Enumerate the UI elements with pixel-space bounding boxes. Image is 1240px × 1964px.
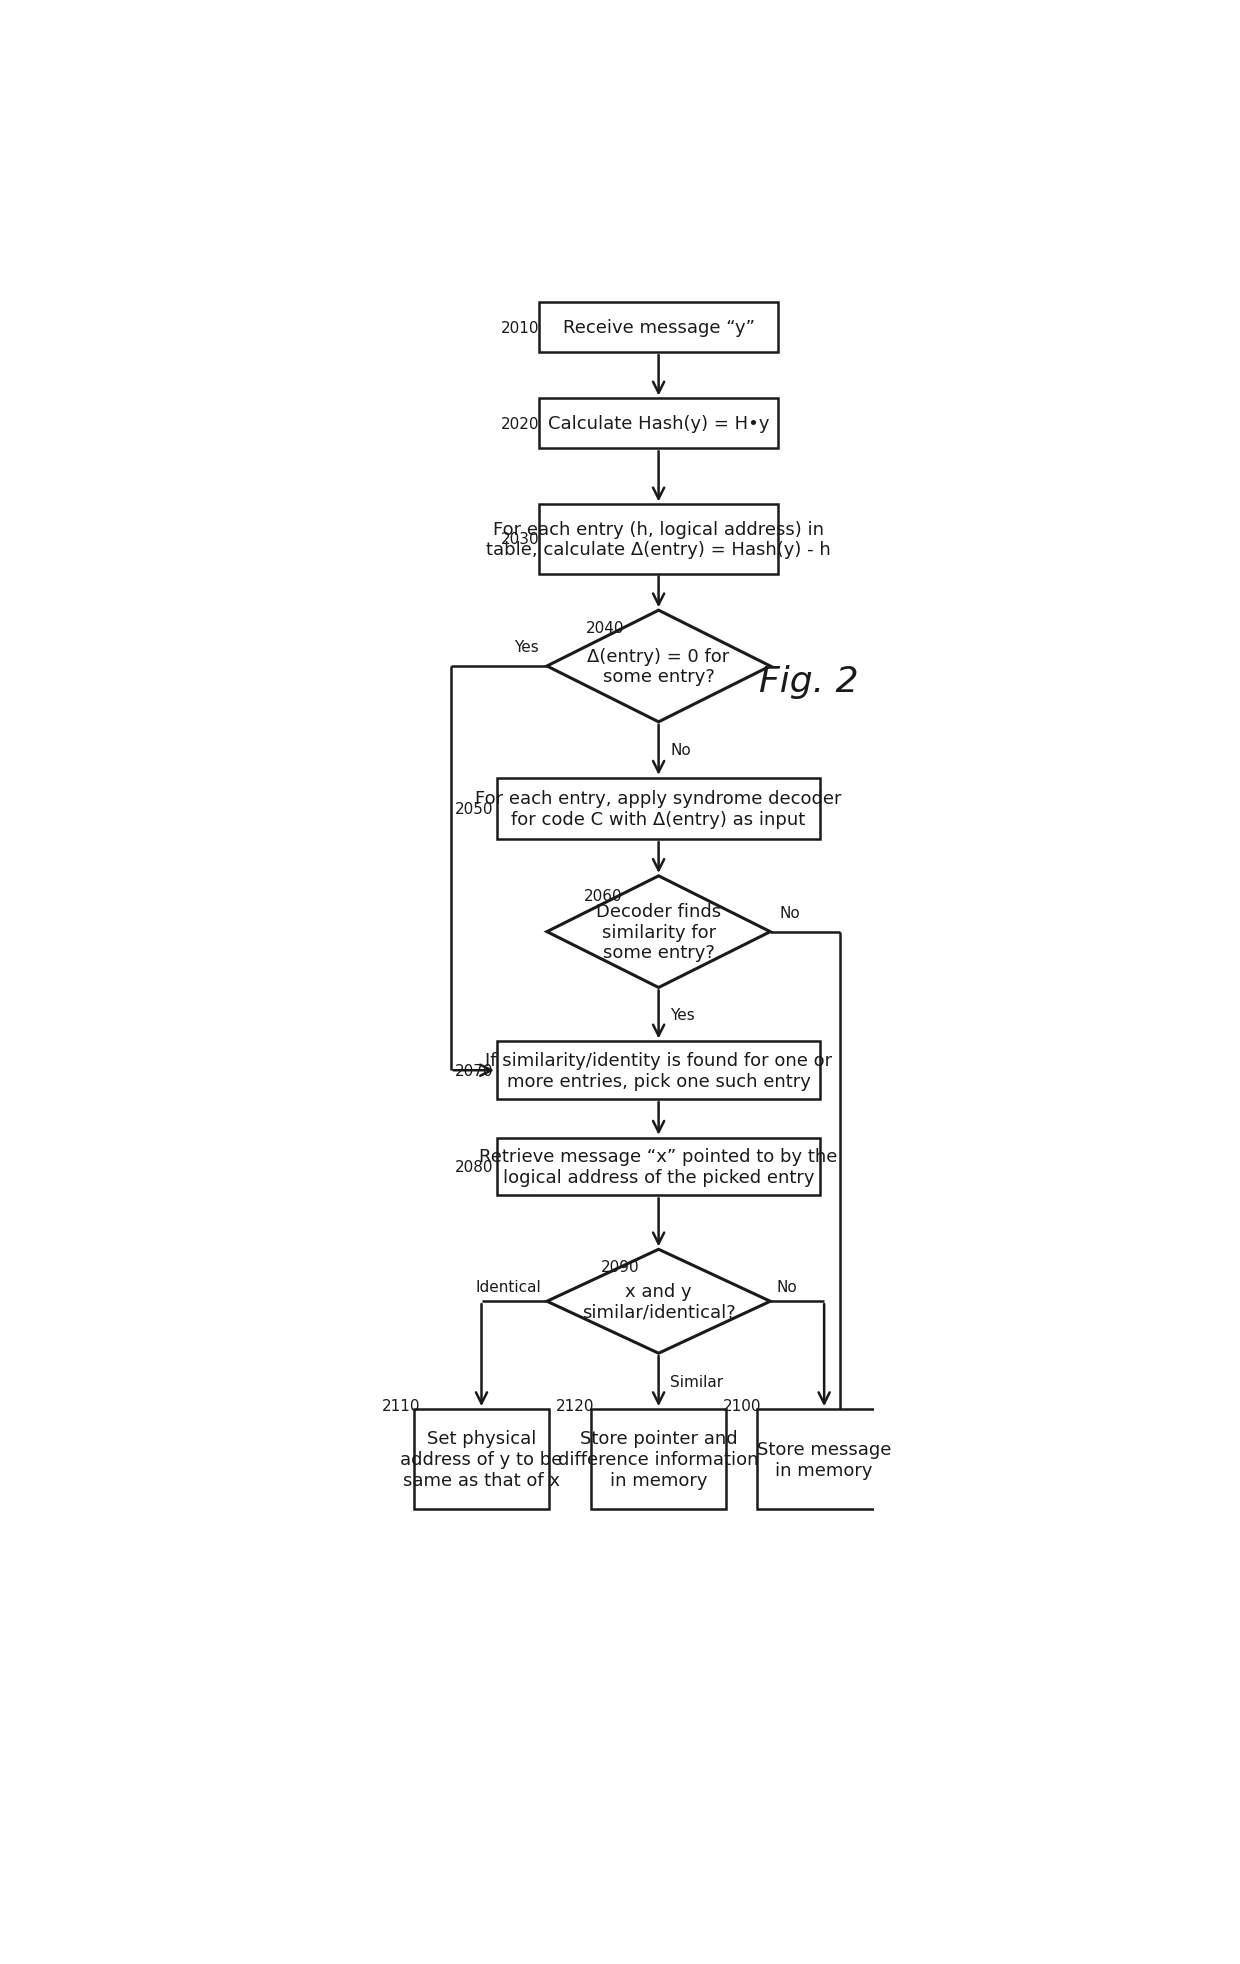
Text: Set physical
address of y to be
same as that of x: Set physical address of y to be same as … bbox=[401, 1430, 563, 1489]
Bar bbox=[756, 1410, 892, 1510]
Text: 2030: 2030 bbox=[501, 532, 539, 548]
Text: 2050: 2050 bbox=[455, 801, 494, 817]
Bar bbox=[591, 1410, 725, 1510]
Text: For each entry (h, logical address) in
table, calculate Δ(entry) = Hash(y) - h: For each entry (h, logical address) in t… bbox=[486, 520, 831, 560]
Text: Store message
in memory: Store message in memory bbox=[756, 1440, 892, 1479]
Text: 2040: 2040 bbox=[585, 621, 624, 636]
Text: Yes: Yes bbox=[670, 1008, 694, 1023]
Bar bbox=[497, 1041, 821, 1100]
Text: 2060: 2060 bbox=[584, 888, 622, 903]
Text: Similar: Similar bbox=[670, 1375, 723, 1389]
Text: No: No bbox=[780, 905, 800, 921]
Bar bbox=[539, 302, 777, 354]
Text: Calculate Hash(y) = H•y: Calculate Hash(y) = H•y bbox=[548, 414, 769, 434]
Bar bbox=[414, 1410, 549, 1510]
Text: Store pointer and
difference information
in memory: Store pointer and difference information… bbox=[558, 1430, 759, 1489]
Polygon shape bbox=[547, 876, 770, 988]
Text: 2010: 2010 bbox=[501, 320, 539, 336]
Text: 2100: 2100 bbox=[723, 1398, 761, 1412]
Text: For each entry, apply syndrome decoder
for code C with Δ(entry) as input: For each entry, apply syndrome decoder f… bbox=[475, 790, 842, 829]
Bar bbox=[539, 505, 777, 573]
Text: Fig. 2: Fig. 2 bbox=[759, 666, 858, 699]
Text: Yes: Yes bbox=[515, 640, 539, 656]
Bar bbox=[539, 399, 777, 450]
Text: No: No bbox=[776, 1279, 797, 1294]
Text: Retrieve message “x” pointed to by the
logical address of the picked entry: Retrieve message “x” pointed to by the l… bbox=[480, 1147, 838, 1186]
Text: 2090: 2090 bbox=[600, 1259, 640, 1275]
Text: Identical: Identical bbox=[475, 1279, 541, 1294]
Bar bbox=[497, 778, 821, 841]
Bar bbox=[497, 1137, 821, 1196]
Text: 2070: 2070 bbox=[455, 1063, 494, 1078]
Polygon shape bbox=[547, 611, 770, 723]
Text: Δ(entry) = 0 for
some entry?: Δ(entry) = 0 for some entry? bbox=[588, 648, 729, 685]
Text: x and y
similar/identical?: x and y similar/identical? bbox=[582, 1282, 735, 1322]
Text: Decoder finds
similarity for
some entry?: Decoder finds similarity for some entry? bbox=[596, 901, 722, 962]
Text: 2110: 2110 bbox=[382, 1398, 420, 1412]
Text: No: No bbox=[670, 742, 691, 758]
Text: 2120: 2120 bbox=[557, 1398, 595, 1412]
Text: 2080: 2080 bbox=[455, 1159, 494, 1174]
Polygon shape bbox=[547, 1249, 770, 1353]
Text: 2020: 2020 bbox=[501, 416, 539, 432]
Text: Receive message “y”: Receive message “y” bbox=[563, 318, 755, 338]
Text: If similarity/identity is found for one or
more entries, pick one such entry: If similarity/identity is found for one … bbox=[485, 1051, 832, 1090]
